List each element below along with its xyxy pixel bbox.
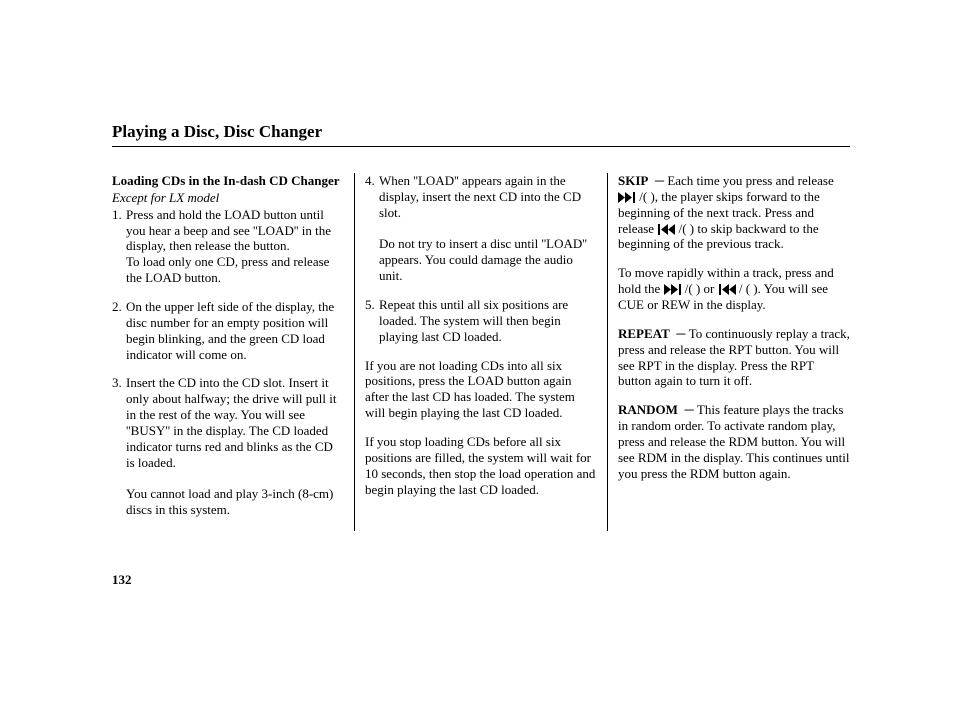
random-paragraph: RANDOM ─ This feature plays the tracks i… bbox=[618, 402, 850, 481]
steps-list: 1. Press and hold the LOAD button until … bbox=[112, 207, 344, 518]
subheading: Loading CDs in the In-dash CD Changer bbox=[112, 173, 344, 189]
random-label: RANDOM bbox=[618, 402, 678, 417]
step-3: 3. Insert the CD into the CD slot. Inser… bbox=[112, 375, 344, 518]
columns: Loading CDs in the In-dash CD Changer Ex… bbox=[112, 173, 850, 531]
repeat-label: REPEAT bbox=[618, 326, 670, 341]
step-num: 1. bbox=[112, 207, 126, 286]
step-text: On the upper left side of the display, t… bbox=[126, 299, 344, 362]
column-1: Loading CDs in the In-dash CD Changer Ex… bbox=[112, 173, 355, 531]
step-num: 4. bbox=[365, 173, 379, 284]
step-text: Repeat this until all six positions are … bbox=[379, 297, 597, 345]
skip-paragraph: SKIP ─ Each time you press and release /… bbox=[618, 173, 850, 252]
repeat-paragraph: REPEAT ─ To continuously replay a track,… bbox=[618, 326, 850, 389]
step-4: 4. When ''LOAD'' appears again in the di… bbox=[365, 173, 597, 284]
step-1: 1. Press and hold the LOAD button until … bbox=[112, 207, 344, 286]
next-track-icon bbox=[664, 284, 682, 295]
move-paragraph: To move rapidly within a track, press an… bbox=[618, 265, 850, 313]
step-text: Insert the CD into the CD slot. Insert i… bbox=[126, 375, 344, 518]
steps-list-2: 4. When ''LOAD'' appears again in the di… bbox=[365, 173, 597, 345]
paragraph: If you stop loading CDs before all six p… bbox=[365, 434, 597, 497]
step-num: 3. bbox=[112, 375, 126, 518]
step-num: 5. bbox=[365, 297, 379, 345]
step-num: 2. bbox=[112, 299, 126, 362]
paragraph: If you are not loading CDs into all six … bbox=[365, 358, 597, 421]
skip-label: SKIP bbox=[618, 173, 648, 188]
page-title: Playing a Disc, Disc Changer bbox=[112, 122, 850, 147]
model-note: Except for LX model bbox=[112, 190, 344, 206]
page-number: 132 bbox=[112, 572, 132, 588]
prev-track-icon bbox=[657, 224, 675, 235]
step-2: 2. On the upper left side of the display… bbox=[112, 299, 344, 362]
column-3: SKIP ─ Each time you press and release /… bbox=[618, 173, 850, 531]
step-text: When ''LOAD'' appears again in the displ… bbox=[379, 173, 597, 284]
next-track-icon bbox=[618, 192, 636, 203]
step-5: 5. Repeat this until all six positions a… bbox=[365, 297, 597, 345]
prev-track-icon bbox=[718, 284, 736, 295]
document-page: Playing a Disc, Disc Changer Loading CDs… bbox=[112, 122, 850, 531]
step-text: Press and hold the LOAD button until you… bbox=[126, 207, 344, 286]
column-2: 4. When ''LOAD'' appears again in the di… bbox=[365, 173, 608, 531]
